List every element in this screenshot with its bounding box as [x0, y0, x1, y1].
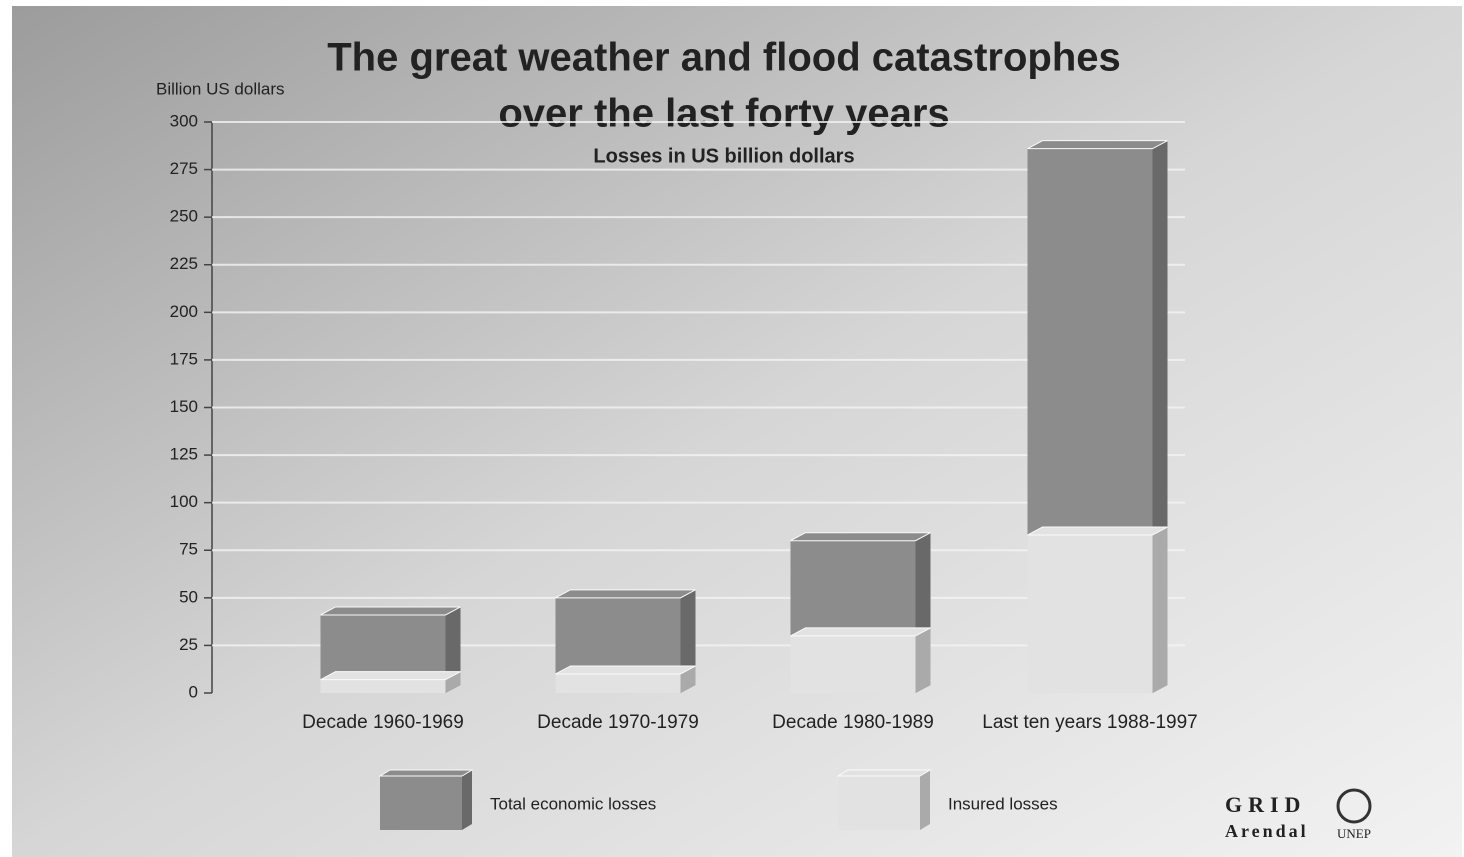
credit: Arendal: [1225, 821, 1309, 841]
x-tick-label: Decade 1970-1979: [537, 712, 699, 733]
y-tick-label: 225: [170, 254, 198, 273]
y-tick-label: 275: [170, 159, 198, 178]
y-tick-label: 50: [179, 587, 198, 606]
bar-top: [320, 671, 461, 681]
chart-title: over the last forty years: [498, 92, 949, 136]
bar-top: [790, 532, 931, 542]
bar-side: [680, 665, 696, 693]
y-tick-label: 100: [170, 492, 198, 511]
bar-side: [445, 671, 461, 693]
bar: [320, 679, 446, 693]
x-tick-label: Last ten years 1988-1997: [982, 712, 1198, 733]
y-tick-label: 150: [170, 397, 198, 416]
y-tick-label: 25: [179, 635, 198, 654]
y-tick-label: 300: [170, 111, 198, 130]
y-tick-label: 250: [170, 207, 198, 226]
y-tick-label: 0: [189, 682, 198, 701]
bar-top: [790, 627, 931, 637]
y-tick-label: 175: [170, 349, 198, 368]
legend-swatch: [838, 776, 920, 830]
legend-label: Insured losses: [948, 794, 1058, 813]
y-tick-label: 125: [170, 445, 198, 464]
credit: UNEP: [1337, 826, 1371, 841]
credit: GRID: [1225, 792, 1306, 817]
y-tick-label: 200: [170, 302, 198, 321]
bar: [790, 635, 916, 693]
y-tick-label: 75: [179, 540, 198, 559]
legend-swatch-top: [836, 769, 932, 777]
legend-swatch-top: [378, 769, 474, 777]
bar-top: [320, 606, 461, 616]
legend-swatch-side: [462, 770, 472, 830]
bar-top: [1027, 526, 1168, 536]
legend-swatch-side: [920, 770, 930, 830]
bar-top: [1027, 140, 1168, 150]
chart-title: The great weather and flood catastrophes: [327, 36, 1121, 80]
y-axis-label: Billion US dollars: [156, 79, 285, 98]
bar-side: [1152, 527, 1168, 693]
logo: [1336, 788, 1372, 824]
chart-subtitle: Losses in US billion dollars: [593, 145, 854, 167]
x-tick-label: Decade 1960-1969: [302, 712, 464, 733]
bar: [1027, 535, 1153, 693]
bar: [555, 673, 681, 693]
legend-label: Total economic losses: [490, 794, 656, 813]
bar-top: [555, 589, 696, 599]
background: [12, 6, 1462, 857]
bar-side: [915, 627, 931, 693]
bar-top: [555, 665, 696, 675]
x-tick-label: Decade 1980-1989: [772, 712, 934, 733]
legend-swatch: [380, 776, 462, 830]
